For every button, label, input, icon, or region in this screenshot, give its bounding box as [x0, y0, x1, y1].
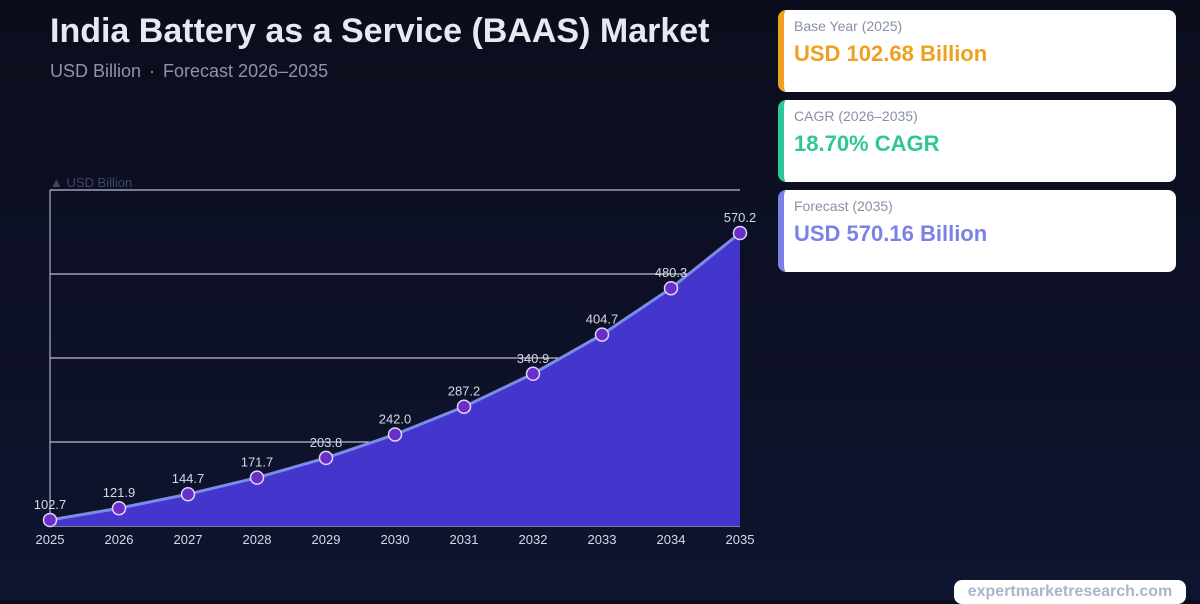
x-tick-label: 2035: [726, 532, 755, 547]
forecast-card-value: USD 570.16 Billion: [794, 221, 988, 246]
data-point: [456, 399, 472, 414]
data-label: 121.9: [103, 485, 136, 500]
data-point: [318, 450, 334, 466]
base-year-value: USD 102.68 Billion: [794, 41, 988, 66]
data-point: [732, 225, 748, 241]
data-markers: [42, 225, 748, 528]
data-label: 480.3: [655, 265, 688, 280]
data-label: 404.7: [586, 312, 619, 327]
area-chart: ▲ USD Billion 102.7 121.9 144.7 171.7 203.8 2…: [34, 175, 757, 547]
x-tick-label: 2032: [519, 532, 548, 547]
cagr-label: CAGR (2026–2035): [794, 108, 918, 124]
data-label: 144.7: [172, 471, 205, 486]
cagr-value: 18.70% CAGR: [794, 131, 940, 156]
x-axis-ticks: 2025 2026 2027 2028 2029 2030 2031 2032 2033 2034…: [36, 532, 755, 547]
data-point: [525, 366, 541, 382]
y-axis-label: ▲ USD Billion: [50, 175, 132, 190]
x-tick-label: 2027: [174, 532, 203, 547]
data-point: [594, 327, 610, 342]
data-point: [180, 486, 196, 502]
x-tick-label: 2034: [657, 532, 686, 547]
watermark-link[interactable]: expertmarketresearch.com: [954, 580, 1186, 604]
x-tick-label: 2025: [36, 532, 65, 547]
x-tick-label: 2028: [243, 532, 272, 547]
unit-label: USD Billion: [50, 61, 142, 81]
data-label: 340.9: [517, 351, 550, 366]
data-point: [111, 500, 127, 516]
data-point: [42, 512, 58, 528]
forecast-card: Forecast (2035) USD 570.16 Billion: [778, 190, 1176, 272]
x-tick-label: 2030: [381, 532, 410, 547]
data-label: 570.2: [724, 210, 757, 225]
x-tick-label: 2026: [105, 532, 134, 547]
data-label: 203.8: [310, 435, 343, 450]
data-label: 242.0: [379, 411, 412, 426]
base-year-label: Base Year (2025): [794, 18, 903, 34]
subtitle-separator: ·: [149, 61, 156, 81]
cagr-card: CAGR (2026–2035) 18.70% CAGR: [778, 100, 1176, 182]
data-point: [249, 470, 265, 485]
base-year-card: Base Year (2025) USD 102.68 Billion: [778, 10, 1176, 92]
data-label: 171.7: [241, 455, 274, 470]
chart-title: India Battery as a Service (BAAS) Market: [50, 12, 710, 50]
data-label: 287.2: [448, 384, 481, 399]
x-tick-label: 2031: [450, 532, 479, 547]
data-point: [387, 427, 403, 442]
forecast-label: Forecast 2026–2035: [163, 61, 329, 81]
data-label: 102.7: [34, 497, 67, 512]
data-labels: 102.7 121.9 144.7 171.7 203.8 242.0 287.2 340.9…: [34, 210, 757, 512]
chart-subtitle: USD Billion · Forecast 2026–2035: [50, 61, 328, 82]
data-point: [663, 280, 679, 296]
forecast-card-label: Forecast (2035): [794, 198, 893, 214]
x-tick-label: 2033: [588, 532, 617, 547]
x-tick-label: 2029: [312, 532, 341, 547]
area-fill: [50, 233, 740, 526]
